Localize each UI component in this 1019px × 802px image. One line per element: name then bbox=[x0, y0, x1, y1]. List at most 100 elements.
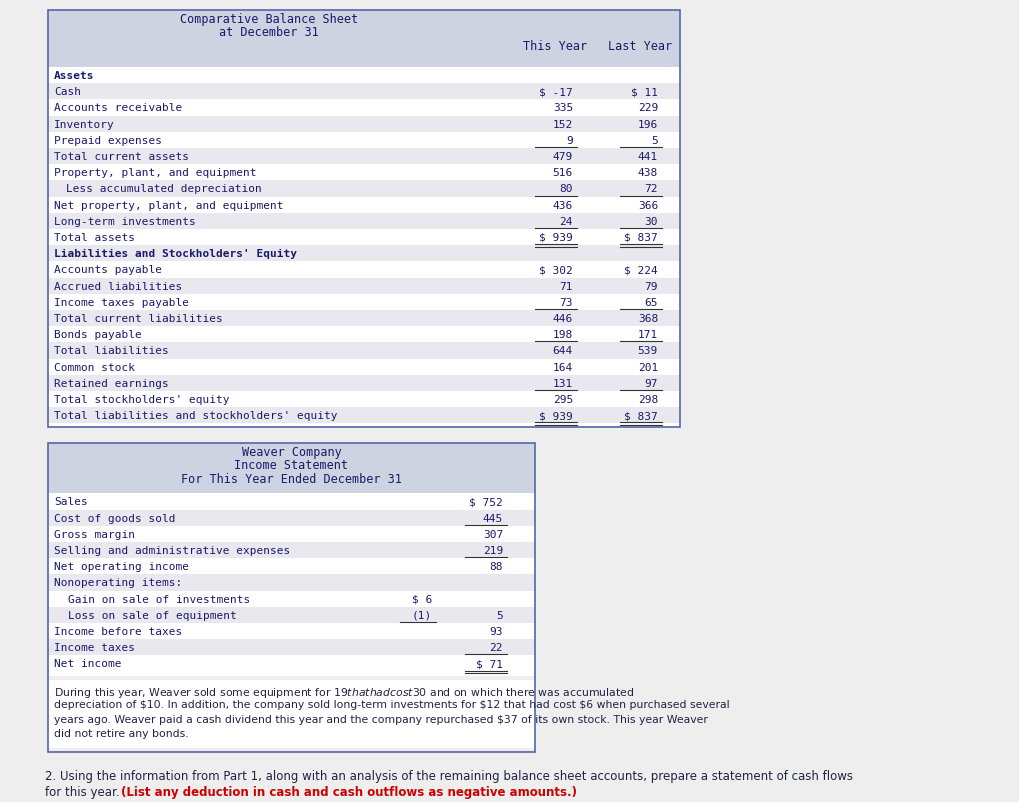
Text: Income Statement: Income Statement bbox=[234, 460, 348, 472]
Text: Bonds payable: Bonds payable bbox=[54, 330, 142, 340]
Text: Cash: Cash bbox=[54, 87, 81, 97]
Text: 72: 72 bbox=[644, 184, 657, 194]
Text: Comparative Balance Sheet: Comparative Balance Sheet bbox=[179, 13, 358, 26]
Text: Total stockholders' equity: Total stockholders' equity bbox=[54, 395, 229, 405]
Text: Sales: Sales bbox=[54, 497, 88, 508]
Bar bbox=[48, 310, 680, 326]
Text: Loss on sale of equipment: Loss on sale of equipment bbox=[68, 610, 236, 621]
Text: Total liabilities and stockholders' equity: Total liabilities and stockholders' equi… bbox=[54, 411, 337, 421]
Text: Accrued liabilities: Accrued liabilities bbox=[54, 282, 182, 291]
Text: 295: 295 bbox=[552, 395, 573, 405]
Text: 2. Using the information from Part 1, along with an analysis of the remaining ba: 2. Using the information from Part 1, al… bbox=[45, 770, 852, 783]
Text: $ 71: $ 71 bbox=[476, 659, 502, 670]
Text: 9: 9 bbox=[566, 136, 573, 146]
Text: 335: 335 bbox=[552, 103, 573, 113]
Bar bbox=[48, 493, 535, 675]
Bar bbox=[48, 10, 680, 427]
Text: Inventory: Inventory bbox=[54, 119, 115, 129]
Text: 152: 152 bbox=[552, 119, 573, 129]
Text: Income taxes: Income taxes bbox=[54, 643, 135, 653]
Text: 22: 22 bbox=[489, 643, 502, 653]
Bar bbox=[48, 407, 680, 423]
Text: 198: 198 bbox=[552, 330, 573, 340]
Text: $ 224: $ 224 bbox=[624, 265, 657, 275]
Text: Selling and administrative expenses: Selling and administrative expenses bbox=[54, 546, 290, 556]
Text: $ 939: $ 939 bbox=[539, 233, 573, 243]
Text: Common stock: Common stock bbox=[54, 363, 135, 372]
Bar bbox=[48, 444, 535, 493]
Text: 201: 201 bbox=[637, 363, 657, 372]
Text: Gross margin: Gross margin bbox=[54, 529, 135, 540]
Bar bbox=[48, 213, 680, 229]
Text: Cost of goods sold: Cost of goods sold bbox=[54, 513, 175, 524]
Text: 65: 65 bbox=[644, 298, 657, 308]
Text: $ 939: $ 939 bbox=[539, 411, 573, 421]
Text: $ 837: $ 837 bbox=[624, 411, 657, 421]
Text: 368: 368 bbox=[637, 314, 657, 324]
Text: Net property, plant, and equipment: Net property, plant, and equipment bbox=[54, 200, 283, 210]
Text: Assets: Assets bbox=[54, 71, 95, 81]
Text: 516: 516 bbox=[552, 168, 573, 178]
Text: 73: 73 bbox=[559, 298, 573, 308]
Text: 71: 71 bbox=[559, 282, 573, 291]
Text: 438: 438 bbox=[637, 168, 657, 178]
Text: 445: 445 bbox=[482, 513, 502, 524]
Text: 436: 436 bbox=[552, 200, 573, 210]
Bar bbox=[48, 542, 535, 558]
Text: 5: 5 bbox=[650, 136, 657, 146]
Text: 446: 446 bbox=[552, 314, 573, 324]
Bar bbox=[48, 375, 680, 391]
Text: Net income: Net income bbox=[54, 659, 121, 670]
Text: 5: 5 bbox=[496, 610, 502, 621]
Text: years ago. Weaver paid a cash dividend this year and the company repurchased $37: years ago. Weaver paid a cash dividend t… bbox=[54, 715, 707, 724]
Text: Accounts receivable: Accounts receivable bbox=[54, 103, 182, 113]
Text: 196: 196 bbox=[637, 119, 657, 129]
Text: Property, plant, and equipment: Property, plant, and equipment bbox=[54, 168, 256, 178]
Text: $ 752: $ 752 bbox=[469, 497, 502, 508]
Text: 131: 131 bbox=[552, 379, 573, 389]
Text: 24: 24 bbox=[559, 217, 573, 227]
Bar bbox=[48, 83, 680, 99]
Text: 171: 171 bbox=[637, 330, 657, 340]
Text: depreciation of $10. In addition, the company sold long-term investments for $12: depreciation of $10. In addition, the co… bbox=[54, 700, 729, 710]
Text: This Year: This Year bbox=[523, 40, 587, 53]
Bar bbox=[48, 509, 535, 526]
Text: 644: 644 bbox=[552, 346, 573, 356]
Text: 539: 539 bbox=[637, 346, 657, 356]
Bar bbox=[48, 245, 680, 261]
Text: 79: 79 bbox=[644, 282, 657, 291]
Text: 164: 164 bbox=[552, 363, 573, 372]
Bar bbox=[48, 180, 680, 196]
Text: Gain on sale of investments: Gain on sale of investments bbox=[68, 594, 250, 605]
Text: 307: 307 bbox=[482, 529, 502, 540]
Text: For This Year Ended December 31: For This Year Ended December 31 bbox=[181, 473, 401, 486]
Bar bbox=[48, 115, 680, 132]
Bar bbox=[48, 679, 535, 747]
Text: Liabilities and Stockholders' Equity: Liabilities and Stockholders' Equity bbox=[54, 249, 297, 259]
Text: During this year, Weaver sold some equipment for $19 that had cost $30 and on wh: During this year, Weaver sold some equip… bbox=[54, 686, 634, 699]
Text: Last Year: Last Year bbox=[607, 40, 672, 53]
Text: 479: 479 bbox=[552, 152, 573, 162]
Text: 80: 80 bbox=[559, 184, 573, 194]
Text: 97: 97 bbox=[644, 379, 657, 389]
Text: 366: 366 bbox=[637, 200, 657, 210]
Text: Nonoperating items:: Nonoperating items: bbox=[54, 578, 182, 589]
Text: 441: 441 bbox=[637, 152, 657, 162]
Text: 298: 298 bbox=[637, 395, 657, 405]
Text: Total assets: Total assets bbox=[54, 233, 135, 243]
Text: Total liabilities: Total liabilities bbox=[54, 346, 168, 356]
Text: $ -17: $ -17 bbox=[539, 87, 573, 97]
Text: 30: 30 bbox=[644, 217, 657, 227]
Text: at December 31: at December 31 bbox=[219, 26, 319, 39]
Text: Income before taxes: Income before taxes bbox=[54, 627, 182, 637]
Bar bbox=[48, 148, 680, 164]
Text: Prepaid expenses: Prepaid expenses bbox=[54, 136, 162, 146]
Bar bbox=[48, 342, 680, 358]
Bar bbox=[48, 639, 535, 655]
Text: 219: 219 bbox=[482, 546, 502, 556]
Text: $ 11: $ 11 bbox=[631, 87, 657, 97]
Text: Retained earnings: Retained earnings bbox=[54, 379, 168, 389]
Text: Long-term investments: Long-term investments bbox=[54, 217, 196, 227]
Bar bbox=[48, 277, 680, 294]
Text: (1): (1) bbox=[412, 610, 432, 621]
